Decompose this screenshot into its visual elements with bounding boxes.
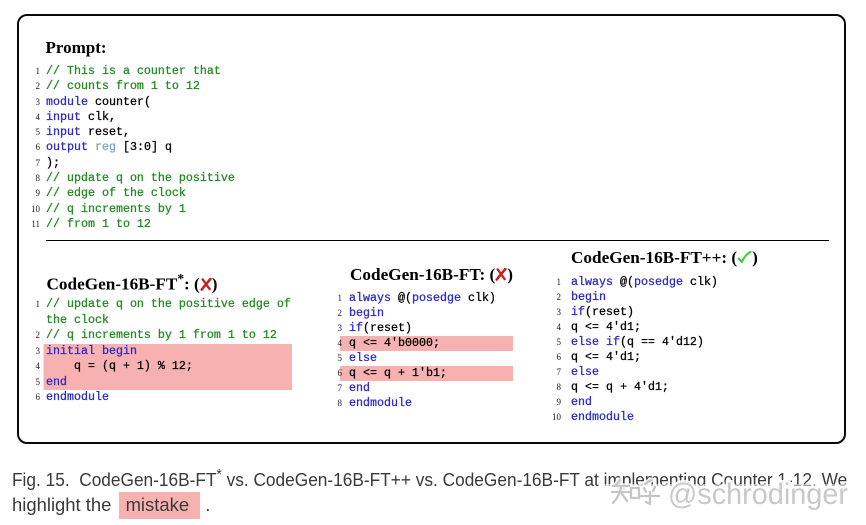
svg-text:@schrodinger: @schrodinger xyxy=(668,478,848,511)
svg-text:@schrodinger: @schrodinger xyxy=(668,478,848,511)
